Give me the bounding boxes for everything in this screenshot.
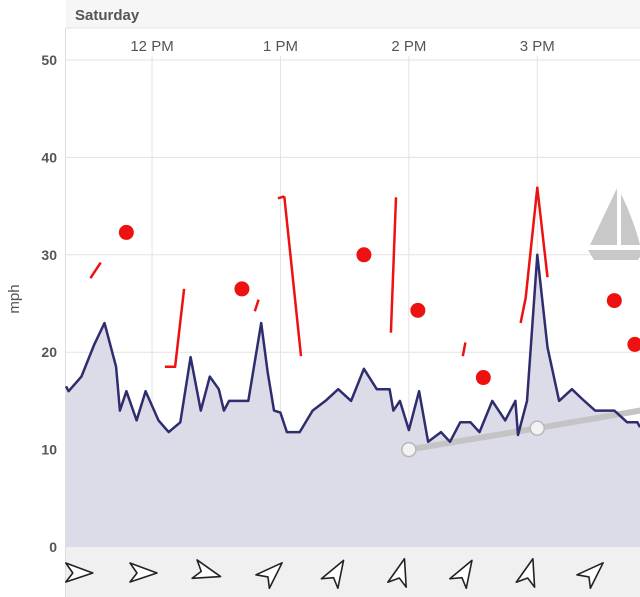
y-axis-label: mph [6,284,23,313]
gust-marker [475,370,491,386]
gust-marker [118,224,134,240]
wind-direction-arrow-icon [255,562,283,590]
gust-marker [606,293,622,309]
time-tick-label: 3 PM [520,38,555,55]
time-axis-labels: 12 PM 1 PM 2 PM 3 PM [130,38,554,55]
wind-direction-arrow-icon [129,562,158,583]
tide-point [401,441,417,458]
wind-direction-arrow-icon [191,559,222,580]
wind-speed-line [64,253,640,444]
y-tick-label-30: 30 [41,247,57,263]
gust-segment [89,261,102,279]
sailboat-icon [588,188,640,260]
y-tick-label-40: 40 [41,149,57,165]
gust-segment [253,299,260,312]
gust-marker [356,247,372,263]
y-tick-label-10: 10 [41,442,57,458]
wind-direction-arrow-icon [449,559,473,590]
wind-speed-area [66,254,640,548]
gust-segment [389,197,398,333]
y-tick-label-0: 0 [49,539,57,555]
time-tick-label: 1 PM [263,38,298,55]
direction-arrows [65,557,604,590]
gust-marker [627,336,640,352]
gust-marker [234,281,250,297]
gust-segments [89,186,549,369]
gust-segment [461,342,467,357]
wind-direction-arrow-icon [515,557,536,588]
y-axis-tick-labels: 0 10 20 30 40 50 [41,52,57,555]
gust-segment [164,288,186,369]
time-tick-label: 2 PM [391,38,426,55]
day-header-background [66,0,640,28]
direction-bar [66,547,640,597]
y-tick-label-50: 50 [41,52,57,68]
gust-segment [519,186,549,324]
wind-direction-arrow-icon [65,562,94,583]
wind-direction-arrow-icon [576,562,604,590]
wind-direction-arrow-icon [387,557,407,588]
time-tick-label: 12 PM [130,38,173,55]
tide-line-group [401,407,640,458]
day-label: Saturday [75,7,140,24]
y-tick-label-20: 20 [41,344,57,360]
wind-direction-arrow-icon [320,559,345,590]
wind-speed-area-group [66,254,640,548]
gust-markers [118,224,640,386]
wind-speed-line-group [64,253,640,444]
gust-marker [410,302,426,318]
tide-point [529,420,546,436]
gust-segment [283,196,303,357]
